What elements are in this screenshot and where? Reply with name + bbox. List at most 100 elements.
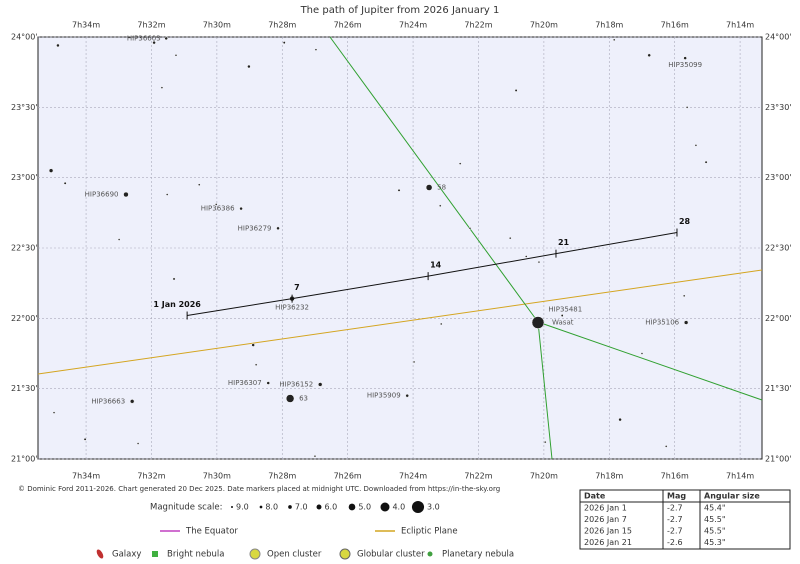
mag-sample xyxy=(231,506,233,508)
legend-label: Open cluster xyxy=(267,550,322,560)
star xyxy=(164,36,168,41)
star xyxy=(214,203,218,206)
star xyxy=(48,168,54,173)
star xyxy=(524,255,528,258)
star xyxy=(560,314,564,317)
star xyxy=(664,445,668,448)
mag-sample xyxy=(348,503,356,511)
star xyxy=(152,40,156,45)
star xyxy=(52,411,56,414)
star xyxy=(508,236,512,240)
ecliptic-line xyxy=(37,269,763,375)
x-tick-label: 7h26m xyxy=(334,472,362,481)
x-tick-label: 7h16m xyxy=(661,21,689,30)
legend-label: Ecliptic Plane xyxy=(401,527,458,537)
table-cell: 2026 Jan 15 xyxy=(584,527,632,536)
star xyxy=(239,206,243,211)
grid xyxy=(38,36,762,460)
date-label: 14 xyxy=(430,261,442,270)
x-tick-label: 7h30m xyxy=(203,21,231,30)
star xyxy=(165,193,169,196)
star xyxy=(647,53,651,58)
symbol xyxy=(427,551,433,557)
x-tick-label: 7h22m xyxy=(464,472,492,481)
jupiter-path: 1 Jan 2026 7 14 21 28 xyxy=(153,217,691,320)
star xyxy=(174,54,178,57)
star xyxy=(405,393,409,398)
x-tick-label: 7h14m xyxy=(726,472,754,481)
star-label: HIP36307 xyxy=(228,379,262,387)
legend-symbol xyxy=(96,549,104,559)
x-tick-label: 7h34m xyxy=(72,472,100,481)
star xyxy=(314,48,318,51)
star xyxy=(276,226,280,231)
y-tick-label: 21°30' xyxy=(765,384,792,393)
mag-sample xyxy=(380,502,390,512)
star xyxy=(537,260,541,264)
y-tick-label: 21°30' xyxy=(11,384,38,393)
star xyxy=(123,191,129,198)
credit: © Dominic Ford 2011-2026. Chart generate… xyxy=(18,485,500,493)
star xyxy=(682,294,686,298)
y-tick-label: 21°00' xyxy=(765,455,792,464)
mag-sample xyxy=(259,505,263,509)
x-tick-label: 7h20m xyxy=(530,472,558,481)
star xyxy=(397,188,401,192)
star xyxy=(685,106,689,109)
table-cell: -2.6 xyxy=(667,538,683,547)
star xyxy=(129,399,135,404)
star xyxy=(117,238,121,241)
mag-label: 8.0 xyxy=(265,503,278,512)
legend-label: Bright nebula xyxy=(167,550,224,560)
star xyxy=(683,320,689,325)
star-label: HIP35909 xyxy=(367,392,401,400)
table-cell: 2026 Jan 21 xyxy=(584,538,632,547)
table-cell: 45.4" xyxy=(704,504,726,513)
star-label: Wasat xyxy=(552,319,574,327)
mag-label: 4.0 xyxy=(392,503,405,512)
x-tick-label: 7h32m xyxy=(137,472,165,481)
mag-label: 5.0 xyxy=(358,503,371,512)
y-tick-label: 23°30' xyxy=(11,103,38,112)
star-label: HIP36603 xyxy=(127,34,161,42)
star xyxy=(282,41,286,45)
star xyxy=(425,184,433,191)
star xyxy=(63,181,67,185)
star-label: HIP35106 xyxy=(645,319,679,327)
star xyxy=(266,381,270,385)
star xyxy=(514,89,518,92)
y-tick-label: 22°30' xyxy=(11,244,38,253)
star xyxy=(543,440,547,444)
x-tick-label: 7h20m xyxy=(530,21,558,30)
star xyxy=(439,322,443,326)
table-cell: 2026 Jan 7 xyxy=(584,515,627,524)
x-tick-label: 7h26m xyxy=(334,21,362,30)
star xyxy=(694,144,698,147)
star-label: 63 xyxy=(299,395,308,403)
star xyxy=(285,394,295,403)
y-tick-label: 22°00' xyxy=(11,314,38,323)
star xyxy=(136,442,140,445)
date-label: 28 xyxy=(679,217,691,226)
x-tick-label: 7h32m xyxy=(137,21,165,30)
star xyxy=(618,417,622,422)
symbol xyxy=(96,549,104,559)
x-tick-label: 7h16m xyxy=(661,472,689,481)
table-cell: 45.5" xyxy=(704,527,726,536)
legend-label: Galaxy xyxy=(112,550,141,560)
symbol xyxy=(339,548,351,560)
table-cell: 45.3" xyxy=(704,538,726,547)
mag-label: 3.0 xyxy=(427,503,440,512)
star-label: HIP36279 xyxy=(238,224,272,232)
symbol xyxy=(249,548,261,560)
legend-label: Globular cluster xyxy=(357,550,425,560)
legend-symbol xyxy=(427,551,433,557)
star-label: HIP36232 xyxy=(275,304,309,312)
path-segment xyxy=(428,253,557,277)
legend-symbol xyxy=(339,548,351,560)
legend-label: The Equator xyxy=(185,527,238,537)
mag-label: 6.0 xyxy=(324,503,337,512)
stars: HIP36603 HIP35099 HIP36690 HIP36386 HIP36279… xyxy=(48,34,708,458)
mag-sample xyxy=(288,505,292,509)
